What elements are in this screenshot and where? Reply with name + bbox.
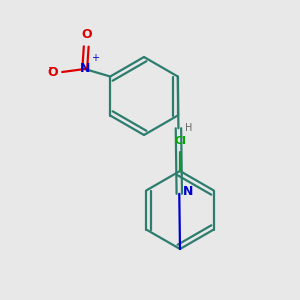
Text: O: O — [47, 65, 58, 79]
Text: O: O — [81, 28, 92, 40]
Text: Cl: Cl — [174, 136, 186, 146]
Text: H: H — [185, 123, 193, 133]
Text: +: + — [91, 53, 99, 63]
Text: −: − — [48, 63, 56, 74]
Text: N: N — [183, 185, 193, 198]
Text: N: N — [80, 62, 90, 76]
